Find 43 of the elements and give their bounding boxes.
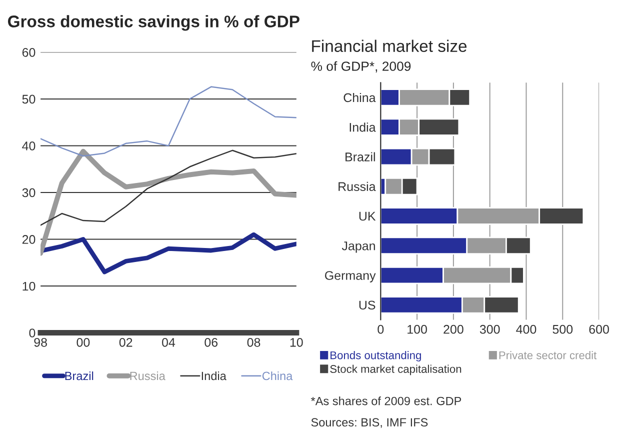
y-tick-label: UK xyxy=(359,212,376,221)
x-tick-label: 06 xyxy=(204,338,218,347)
source-note: Sources: BIS, IMF IFS xyxy=(311,418,428,428)
text: *As shares of 2009 est. GDP xyxy=(310,396,462,406)
x-tick-label: 500 xyxy=(552,324,573,334)
x-tick-label: 0 xyxy=(378,324,384,334)
y-tick-label: 50 xyxy=(22,94,36,104)
legend-label: Stock market capitalisation xyxy=(330,364,462,376)
y-tick-label: 40 xyxy=(22,142,36,150)
legend-label: Private sector credit xyxy=(499,351,597,360)
y-tick-label: 20 xyxy=(22,235,36,244)
legend-label: China xyxy=(262,371,293,380)
y-tick-label: 10 xyxy=(22,282,36,291)
chart-subtitle: % of GDP*, 2009 xyxy=(311,61,411,72)
x-tick-label: 400 xyxy=(516,324,536,334)
x-tick-label: 00 xyxy=(76,338,90,347)
y-tick-label: India xyxy=(350,122,376,132)
y-tick-label: Germany xyxy=(325,271,376,282)
legend-label: Russia xyxy=(130,371,166,380)
y-tick-label: Russia xyxy=(338,182,376,192)
x-tick-label: 10 xyxy=(290,338,303,347)
x-tick-label: 08 xyxy=(247,338,260,347)
x-tick-label: 02 xyxy=(119,338,132,347)
y-tick-label: China xyxy=(344,92,376,102)
x-tick-label: 600 xyxy=(589,324,609,334)
chart-title: Gross domestic savings in % of GDP xyxy=(8,15,300,31)
y-tick-label: 60 xyxy=(22,48,36,57)
line-series xyxy=(40,86,296,157)
legend-label: Bonds outstanding xyxy=(330,351,421,362)
x-tick-label: 100 xyxy=(408,324,427,334)
x-tick-label: 200 xyxy=(444,324,464,334)
x-tick-label: 04 xyxy=(162,338,176,347)
line-series xyxy=(40,232,296,274)
line-series xyxy=(40,150,296,226)
y-tick-label: Brazil xyxy=(346,152,375,162)
y-tick-label: Japan xyxy=(342,242,375,253)
x-tick-label: 98 xyxy=(34,338,47,347)
legend-label: Brazil xyxy=(65,371,94,380)
y-tick-label: 30 xyxy=(22,188,36,198)
chart-title: Financial market size xyxy=(312,40,467,52)
legend-label: India xyxy=(202,371,226,380)
y-tick-label: US xyxy=(359,300,376,310)
x-tick-label: 300 xyxy=(480,324,500,334)
